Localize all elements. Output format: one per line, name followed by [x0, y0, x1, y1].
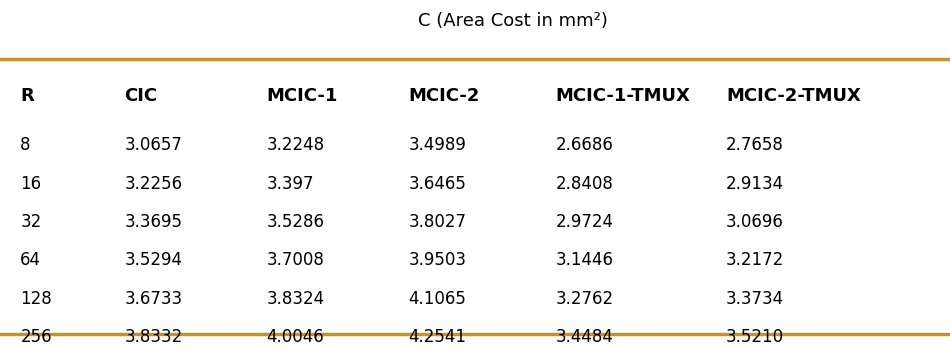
- Text: 3.1446: 3.1446: [556, 251, 614, 269]
- Text: 3.8324: 3.8324: [267, 290, 325, 308]
- Text: MCIC-1-TMUX: MCIC-1-TMUX: [556, 87, 691, 105]
- Text: 3.9503: 3.9503: [408, 251, 466, 269]
- Text: CIC: CIC: [124, 87, 158, 105]
- Text: 3.2762: 3.2762: [556, 290, 614, 308]
- Text: 32: 32: [20, 213, 42, 231]
- Text: 3.6465: 3.6465: [408, 175, 466, 193]
- Text: 16: 16: [20, 175, 42, 193]
- Text: 3.397: 3.397: [267, 175, 314, 193]
- Text: 3.2256: 3.2256: [124, 175, 182, 193]
- Text: 4.2541: 4.2541: [408, 328, 466, 346]
- Text: 3.8332: 3.8332: [124, 328, 182, 346]
- Text: MCIC-2-TMUX: MCIC-2-TMUX: [726, 87, 861, 105]
- Text: 3.4989: 3.4989: [408, 136, 466, 155]
- Text: 3.0696: 3.0696: [726, 213, 784, 231]
- Text: R: R: [20, 87, 34, 105]
- Text: 3.5286: 3.5286: [267, 213, 325, 231]
- Text: 3.8027: 3.8027: [408, 213, 466, 231]
- Text: 2.9724: 2.9724: [556, 213, 614, 231]
- Text: 4.1065: 4.1065: [408, 290, 466, 308]
- Text: 3.5294: 3.5294: [124, 251, 182, 269]
- Text: 3.4484: 3.4484: [556, 328, 614, 346]
- Text: 4.0046: 4.0046: [267, 328, 324, 346]
- Text: 3.3734: 3.3734: [726, 290, 784, 308]
- Text: 2.7658: 2.7658: [726, 136, 784, 155]
- Text: 256: 256: [20, 328, 52, 346]
- Text: 2.9134: 2.9134: [726, 175, 784, 193]
- Text: 2.8408: 2.8408: [556, 175, 614, 193]
- Text: C (Area Cost in mm²): C (Area Cost in mm²): [418, 11, 608, 30]
- Text: 3.6733: 3.6733: [124, 290, 182, 308]
- Text: 2.6686: 2.6686: [556, 136, 614, 155]
- Text: 3.2172: 3.2172: [726, 251, 785, 269]
- Text: 3.5210: 3.5210: [726, 328, 784, 346]
- Text: MCIC-2: MCIC-2: [408, 87, 480, 105]
- Text: 3.3695: 3.3695: [124, 213, 182, 231]
- Text: 3.2248: 3.2248: [267, 136, 325, 155]
- Text: MCIC-1: MCIC-1: [267, 87, 338, 105]
- Text: 8: 8: [20, 136, 30, 155]
- Text: 128: 128: [20, 290, 52, 308]
- Text: 3.7008: 3.7008: [267, 251, 325, 269]
- Text: 3.0657: 3.0657: [124, 136, 182, 155]
- Text: 64: 64: [20, 251, 42, 269]
